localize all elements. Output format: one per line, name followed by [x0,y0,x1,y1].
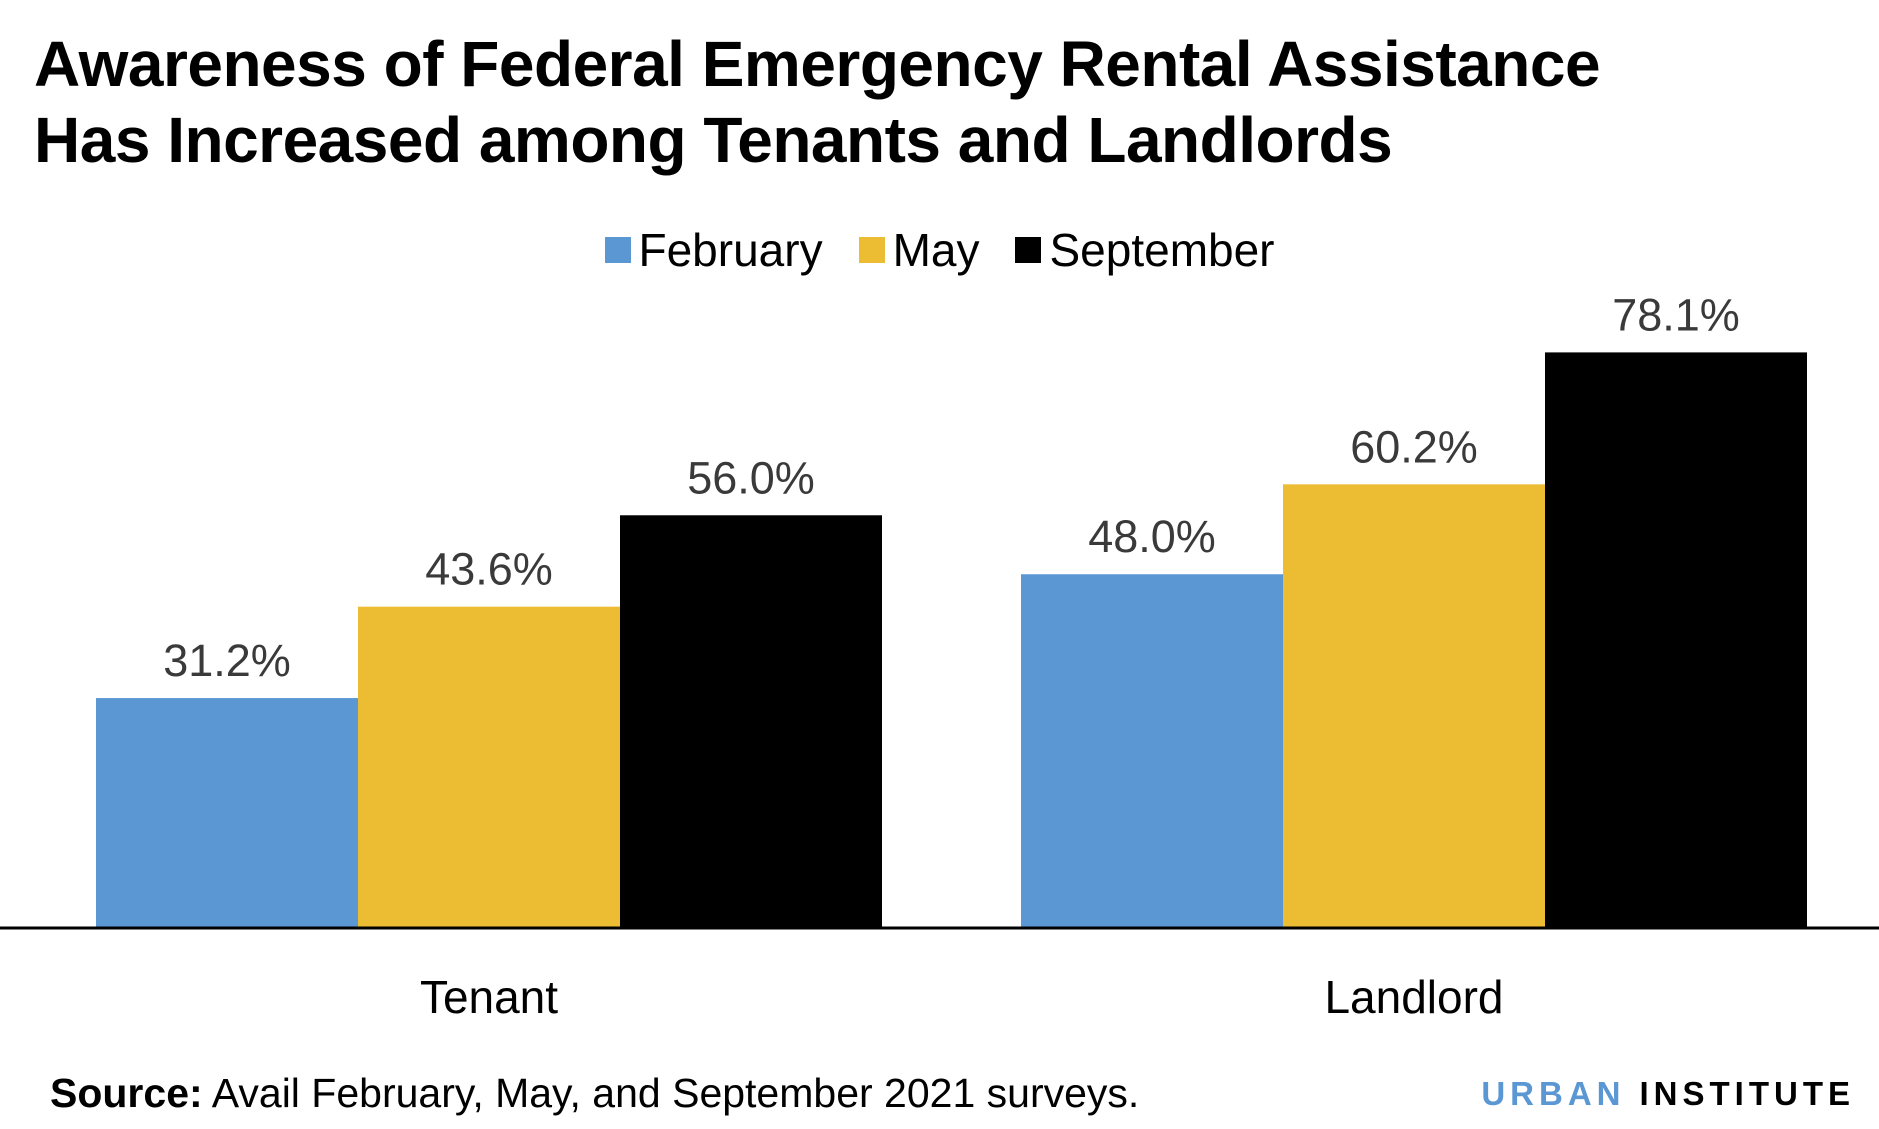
logo-word-urban: URBAN [1481,1075,1626,1112]
bar-may-tenant [358,606,620,928]
legend-label-february: February [638,224,823,276]
category-label-tenant: Tenant [420,971,558,1023]
legend-label-may: May [892,224,980,276]
chart-title-line-1: Awareness of Federal Emergency Rental As… [34,28,1601,100]
chart-title: Awareness of Federal Emergency Rental As… [34,26,1854,178]
data-label-february-landlord: 48.0% [1088,511,1216,562]
bar-february-landlord [1021,574,1283,928]
bar-may-landlord [1283,484,1545,928]
urban-institute-logo: URBAN INSTITUTE [1481,1074,1855,1114]
legend-item-february: February [604,223,823,277]
legend-item-september: September [1015,223,1275,277]
legend-label-september: September [1049,224,1275,276]
legend-item-may: May [858,223,980,277]
source-label: Source: [50,1070,203,1116]
data-label-may-landlord: 60.2% [1350,421,1478,472]
chart-legend: February May September [0,222,1879,278]
bar-september-tenant [620,515,882,928]
chart-title-line-2: Has Increased among Tenants and Landlord… [34,104,1393,176]
source-text: Avail February, May, and September 2021 … [202,1070,1140,1116]
bar-february-tenant [96,698,358,928]
legend-swatch-may [858,237,885,263]
bar-chart: 31.2% 43.6% 56.0% Tenant 48.0% 60.2% 78.1% Land… [0,289,1879,1023]
data-label-february-tenant: 31.2% [163,635,291,686]
data-label-may-tenant: 43.6% [425,544,553,595]
bar-september-landlord [1545,352,1807,928]
legend-swatch-february [604,237,631,263]
data-label-september-landlord: 78.1% [1612,289,1740,340]
category-label-landlord: Landlord [1324,971,1503,1023]
logo-word-institute: INSTITUTE [1639,1075,1855,1112]
legend-swatch-september [1015,237,1042,263]
data-label-september-tenant: 56.0% [687,452,815,503]
source-note: Source: Avail February, May, and Septemb… [50,1068,1139,1118]
